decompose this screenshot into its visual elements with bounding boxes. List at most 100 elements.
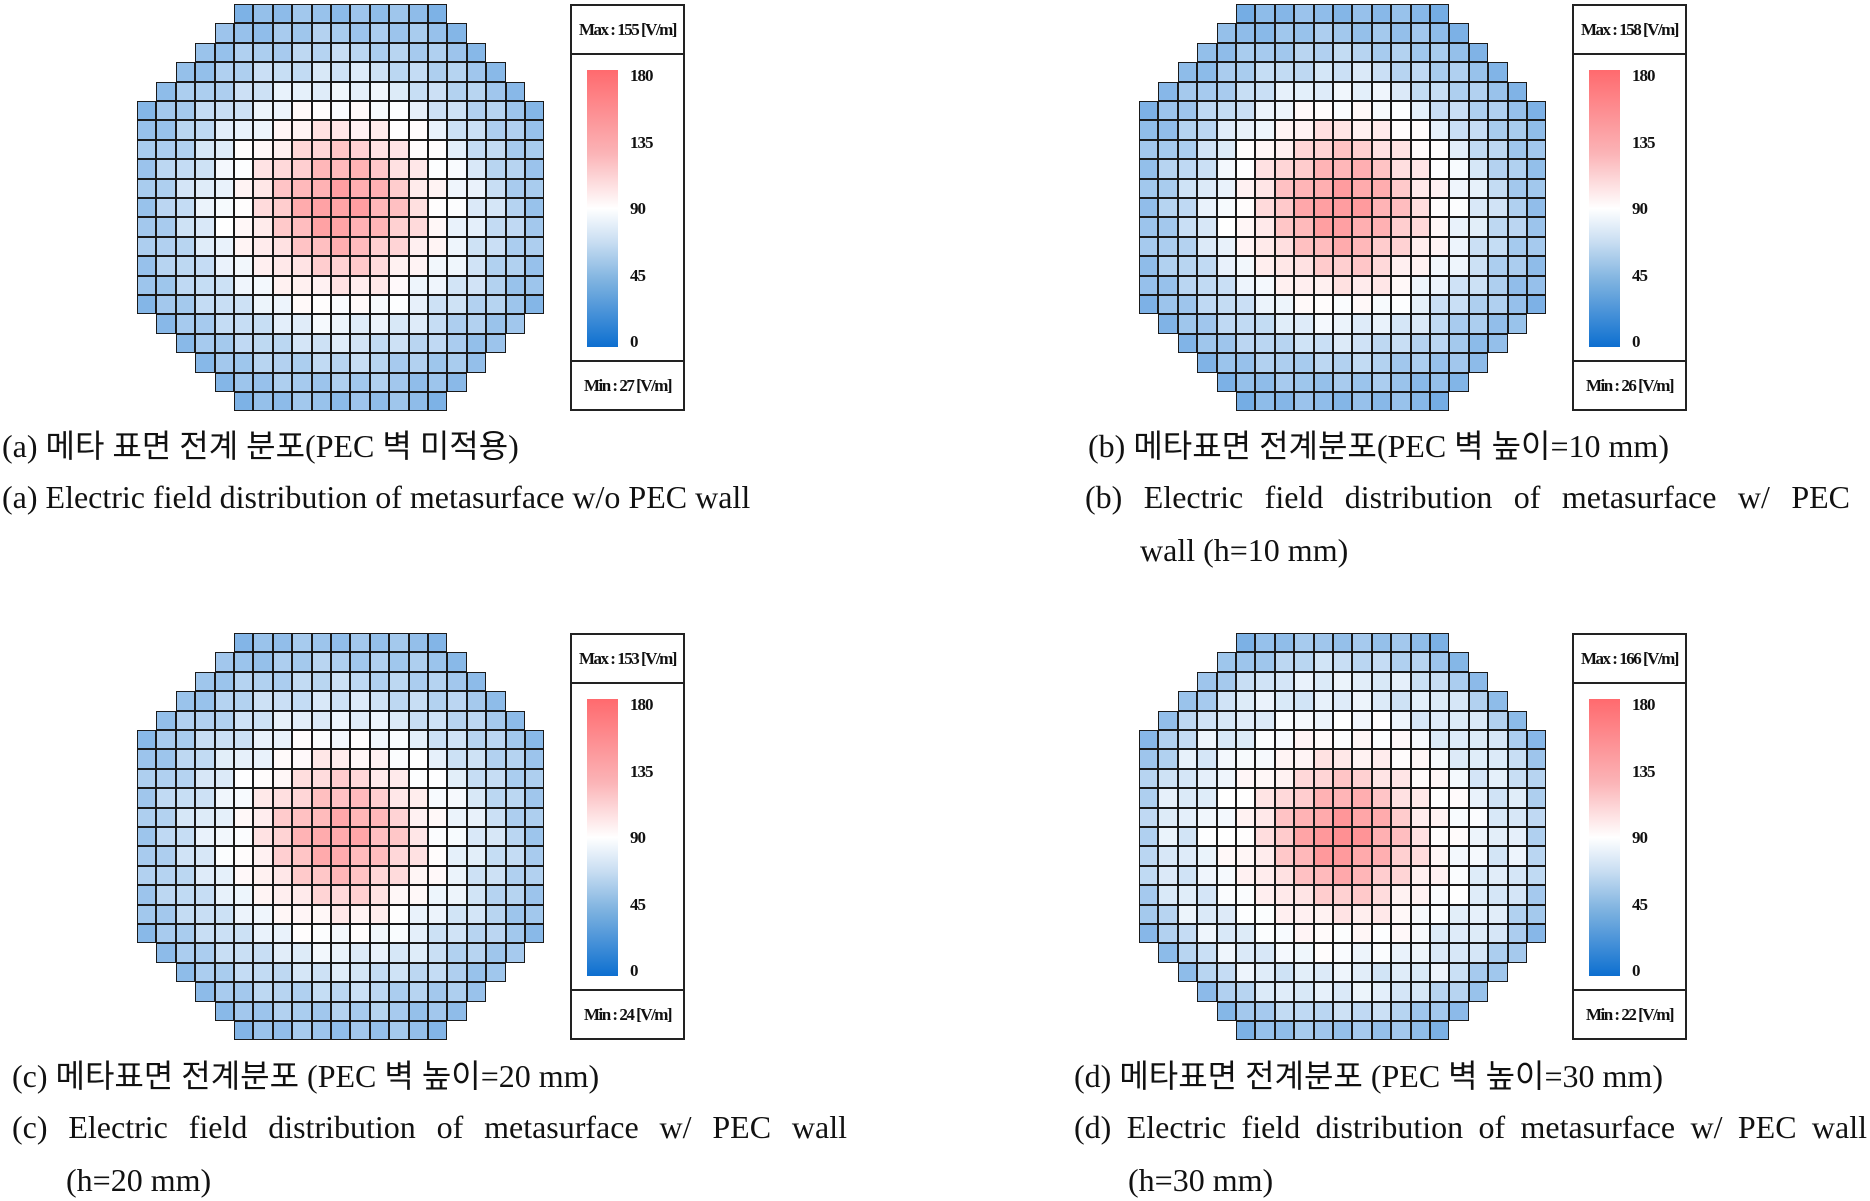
heatmap-cell (1294, 768, 1314, 789)
heatmap-cell (1255, 353, 1275, 373)
heatmap-cell (505, 730, 525, 750)
max-value-label: Max : 158 [V/m] (1574, 6, 1685, 55)
heatmap-cell (1430, 807, 1450, 827)
heatmap-cell (408, 4, 428, 24)
heatmap-cell (214, 768, 234, 789)
colorbar-tick-label: 180 (630, 66, 653, 85)
heatmap-cell (272, 904, 293, 924)
heatmap-cell (1507, 275, 1527, 295)
heatmap-cell (1216, 807, 1236, 827)
heatmap-cell (1333, 139, 1353, 160)
heatmap-cell (156, 846, 176, 866)
heatmap-cell (1313, 4, 1333, 24)
heatmap-cell (1197, 943, 1217, 963)
heatmap-cell (1274, 749, 1295, 769)
heatmap-cell (272, 1001, 293, 1021)
heatmap-cell (1468, 885, 1489, 905)
heatmap-cell (1158, 807, 1178, 827)
heatmap-cell (175, 139, 196, 160)
heatmap-cell (1197, 353, 1217, 373)
heatmap-cell (369, 120, 390, 140)
heatmap-cell (1352, 275, 1372, 295)
heatmap-cell (311, 633, 331, 653)
heatmap-cell (331, 652, 351, 672)
heatmap-cell (331, 236, 351, 257)
heatmap-cell (525, 101, 545, 121)
heatmap-cell (1333, 885, 1353, 905)
heatmap-cell (331, 962, 351, 983)
heatmap-cell (525, 865, 545, 886)
heatmap-cell (1430, 788, 1450, 808)
heatmap-cell (486, 730, 506, 750)
heatmap-cell (389, 139, 409, 160)
heatmap-cell (234, 295, 254, 315)
heatmap-cell (1177, 333, 1198, 354)
heatmap-cell (1294, 788, 1314, 808)
heatmap-cell (1371, 333, 1392, 354)
heatmap-cell (428, 827, 448, 847)
heatmap-cell (175, 710, 196, 730)
heatmap-cell (1236, 962, 1256, 983)
heatmap-cell (1236, 1001, 1256, 1021)
heatmap-cell (253, 333, 273, 354)
heatmap-cell (1274, 943, 1295, 963)
heatmap-cell (428, 198, 448, 218)
heatmap-cell (1255, 314, 1275, 334)
heatmap-cell (1391, 943, 1411, 963)
heatmap-cell (175, 236, 196, 257)
heatmap-cell (1468, 691, 1489, 711)
heatmap-cell (350, 333, 370, 354)
heatmap-cell (389, 101, 409, 121)
heatmap-cell (466, 788, 487, 808)
heatmap-cell (486, 788, 506, 808)
heatmap-cell (369, 749, 390, 769)
heatmap-cell (234, 788, 254, 808)
heatmap-cell (214, 198, 234, 218)
heatmap-cell (195, 885, 215, 905)
heatmap-cell (1158, 749, 1178, 769)
heatmap-cell (253, 178, 273, 198)
heatmap-cell (1410, 788, 1430, 808)
heatmap-cell (1236, 691, 1256, 711)
heatmap-cell (175, 788, 196, 808)
heatmap-cell (1216, 198, 1236, 218)
heatmap-cell (272, 236, 293, 257)
heatmap-cell (1410, 295, 1430, 315)
heatmap-cell (1430, 198, 1450, 218)
heatmap-cell (1430, 314, 1450, 334)
heatmap-cell (1158, 827, 1178, 847)
heatmap-cell (1294, 295, 1314, 315)
heatmap-cell (1294, 962, 1314, 983)
heatmap-cell (1371, 23, 1392, 43)
heatmap-cell (234, 275, 254, 295)
heatmap-cell (1352, 4, 1372, 24)
heatmap-cell (331, 101, 351, 121)
colorbar-gradient (587, 699, 618, 976)
heatmap-cell (486, 710, 506, 730)
heatmap-cell (1274, 62, 1295, 82)
heatmap-cell (331, 885, 351, 905)
heatmap-cell (350, 749, 370, 769)
heatmap-cell (1507, 885, 1527, 905)
heatmap-cell (1333, 198, 1353, 218)
heatmap-cell (1177, 730, 1198, 750)
heatmap-cell (1430, 652, 1450, 672)
heatmap-cell (466, 885, 487, 905)
heatmap-cell (1294, 120, 1314, 140)
heatmap-cell (195, 275, 215, 295)
heatmap-cell (234, 101, 254, 121)
heatmap-cell (1430, 392, 1450, 412)
heatmap-cell (1410, 353, 1430, 373)
heatmap-cell (272, 23, 293, 43)
heatmap-cell (1158, 768, 1178, 789)
heatmap-cell (234, 217, 254, 237)
heatmap-cell (1255, 178, 1275, 198)
heatmap-cell (1333, 807, 1353, 827)
heatmap-cell (1352, 295, 1372, 315)
heatmap-cell (311, 353, 331, 373)
heatmap-cell (234, 982, 254, 1002)
heatmap-cell (1236, 120, 1256, 140)
heatmap-cell (408, 865, 428, 886)
heatmap-cell (253, 846, 273, 866)
heatmap-cell (350, 691, 370, 711)
